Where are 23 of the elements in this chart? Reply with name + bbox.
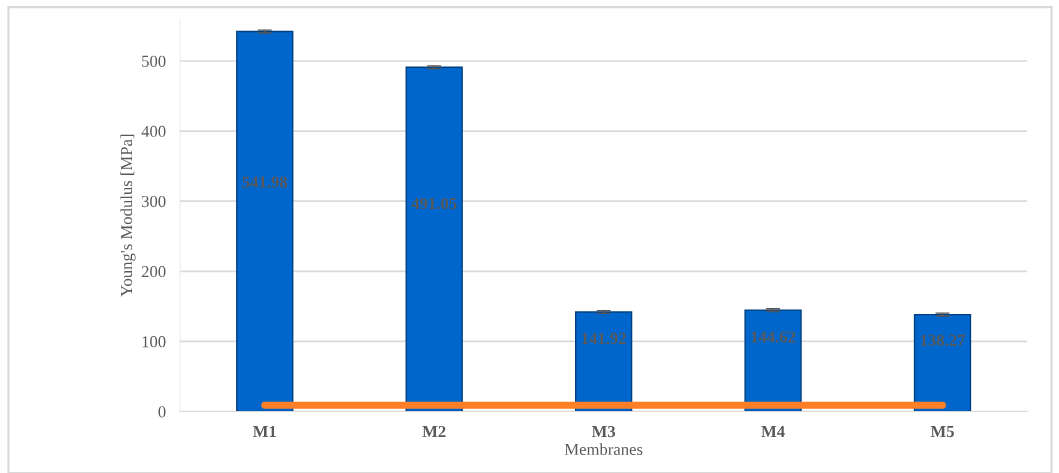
data-label: 144.62 — [751, 331, 796, 343]
y-tick-label: 0 — [158, 406, 166, 418]
bar — [574, 311, 633, 412]
bar — [405, 66, 463, 412]
bar — [236, 30, 294, 412]
y-axis-title: Young's Modulus [MPa] — [120, 134, 136, 297]
y-tick-label: 500 — [142, 55, 166, 67]
y-tick-label: 200 — [141, 266, 166, 278]
x-tick-label: M1 — [253, 425, 276, 437]
x-tick-label: M4 — [761, 425, 785, 437]
y-tick-label: 400 — [141, 125, 166, 138]
x-tick-label: M3 — [591, 425, 616, 438]
data-label: 491.05 — [411, 197, 457, 210]
bar — [913, 313, 972, 412]
bar — [744, 309, 802, 412]
x-axis-title: Membranes — [564, 443, 643, 456]
data-label: 541.98 — [242, 176, 288, 188]
y-tick-label: 300 — [141, 195, 166, 208]
y-tick-label: 100 — [142, 336, 166, 348]
data-label: 141.92 — [582, 332, 626, 345]
data-label: 138.27 — [920, 334, 966, 346]
x-tick-label: M2 — [422, 425, 446, 437]
x-tick-label: M5 — [930, 426, 954, 438]
